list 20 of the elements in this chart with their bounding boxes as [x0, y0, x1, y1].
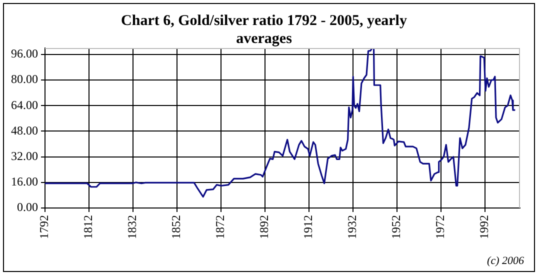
y-tick-label: 80.00 [11, 72, 38, 86]
y-tick-label: 16.00 [11, 174, 38, 189]
x-tick-label: 1872 [213, 215, 228, 239]
y-tick-label: 32.00 [11, 148, 38, 163]
x-tick-label: 1972 [432, 215, 447, 239]
x-tick-label: 1852 [169, 215, 184, 239]
text: (c) 2006 [487, 255, 524, 267]
x-tick-label: 1812 [81, 215, 96, 239]
y-tick-label: 48.00 [11, 123, 38, 138]
x-tick-label: 1992 [476, 215, 491, 239]
x-tick-label: 1832 [125, 215, 140, 239]
x-tick-label: 1792 [37, 215, 52, 239]
x-tick-label: 1932 [345, 215, 360, 239]
y-tick-label: 96.00 [11, 46, 38, 61]
y-tick-label: 64.00 [11, 98, 38, 112]
x-tick-label: 1952 [389, 215, 404, 239]
chart-title: Chart 6, Gold/silver ratio 1792 - 2005, yearly averages [121, 12, 408, 47]
y-tick-label: 0.00 [17, 200, 38, 214]
x-tick-label: 1912 [301, 215, 316, 239]
x-tick-label: 1892 [257, 215, 272, 239]
